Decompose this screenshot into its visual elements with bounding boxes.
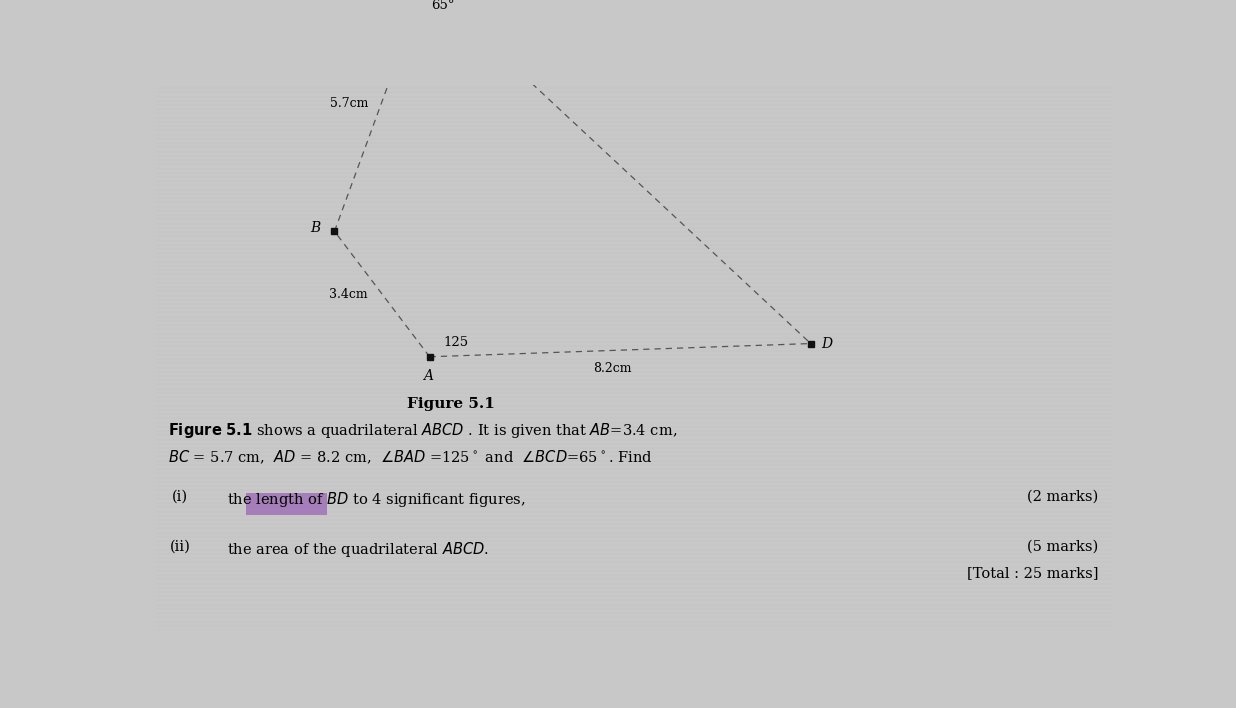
Text: 5.7cm: 5.7cm: [330, 97, 368, 110]
Text: 3.4cm: 3.4cm: [330, 287, 368, 300]
Text: B: B: [310, 221, 320, 235]
Bar: [246, 493, 328, 515]
Text: 8.2cm: 8.2cm: [593, 362, 632, 375]
Text: A: A: [423, 369, 433, 383]
Text: the length of $BD$ to 4 significant figures,: the length of $BD$ to 4 significant figu…: [226, 490, 525, 509]
Text: (2 marks): (2 marks): [1027, 490, 1099, 504]
Text: 65°: 65°: [431, 0, 455, 12]
Text: 125: 125: [444, 336, 468, 349]
Text: $\mathbf{Figure\ 5.1}$ shows a quadrilateral $ABCD$ . It is given that $AB$=3.4 : $\mathbf{Figure\ 5.1}$ shows a quadrilat…: [168, 421, 677, 440]
Text: [Total : 25 marks]: [Total : 25 marks]: [967, 566, 1099, 581]
Text: (5 marks): (5 marks): [1027, 540, 1099, 554]
Text: D: D: [821, 336, 832, 350]
Text: Figure 5.1: Figure 5.1: [407, 396, 494, 411]
Text: (ii): (ii): [171, 540, 190, 554]
Text: (i): (i): [172, 490, 188, 504]
Text: the area of the quadrilateral $ABCD$.: the area of the quadrilateral $ABCD$.: [226, 540, 488, 559]
Text: $BC$ = 5.7 cm,  $AD$ = 8.2 cm,  $\angle BAD$ =125$^\circ$ and  $\angle BCD$=65$^: $BC$ = 5.7 cm, $AD$ = 8.2 cm, $\angle BA…: [168, 448, 654, 466]
